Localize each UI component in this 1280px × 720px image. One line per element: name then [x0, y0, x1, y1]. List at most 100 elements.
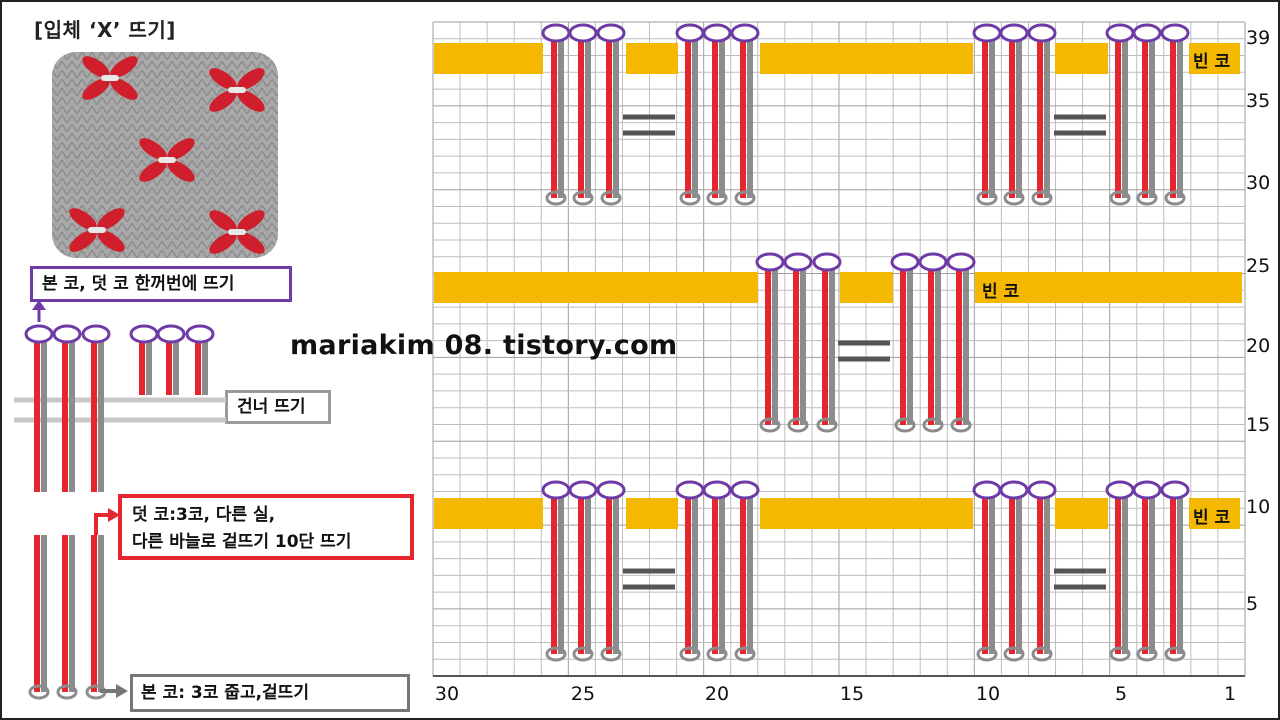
mini-stitch — [156, 324, 186, 395]
top-loop-purple — [1105, 480, 1135, 500]
top-loop-purple — [541, 480, 571, 500]
top-loop-purple — [1027, 480, 1057, 500]
knit-sample-photo — [52, 52, 278, 258]
top-loop-purple — [918, 252, 948, 272]
callout-extra-line2: 다른 바늘로 겉뜨기 10단 뜨기 — [132, 532, 352, 552]
row-label: 20 — [1246, 335, 1271, 357]
empty-stitch-label: 빈 코 — [1193, 52, 1231, 72]
column-label: 5 — [1114, 683, 1128, 705]
arrow-right-icon — [100, 684, 128, 698]
extra-stitch — [1105, 23, 1135, 206]
empty-stitch-bar — [626, 43, 678, 74]
top-loop-purple — [156, 324, 186, 344]
extra-stitch — [541, 23, 571, 206]
equals-icon — [623, 114, 675, 136]
top-loop-purple — [1132, 23, 1162, 43]
extra-stitch — [755, 252, 785, 433]
mini-stitch — [85, 535, 107, 700]
left-top-group — [14, 397, 226, 423]
extra-stitch — [918, 252, 948, 433]
top-loop-purple — [52, 324, 82, 344]
bottom-loop — [679, 646, 701, 662]
extra-stitch — [972, 23, 1002, 206]
extra-stitch — [812, 252, 842, 433]
empty-stitch-bar — [840, 272, 893, 303]
callout-extra-stitches: 덧 코:3코, 다른 실, 다른 바늘로 겉뜨기 10단 뜨기 — [118, 494, 414, 560]
extra-stitch — [1160, 23, 1190, 206]
extra-stitch — [702, 480, 732, 662]
row-label: 5 — [1246, 593, 1259, 615]
column-label: 30 — [434, 683, 460, 705]
empty-stitch-bars — [434, 43, 1242, 529]
bottom-loop — [950, 417, 972, 433]
column-label: 20 — [704, 683, 730, 705]
bottom-loop — [922, 417, 944, 433]
bottom-loop — [545, 190, 567, 206]
empty-stitch-bar — [1189, 43, 1240, 74]
top-loop-purple — [890, 252, 920, 272]
empty-stitch-label: 빈 코 — [1193, 508, 1231, 528]
top-loop-purple — [568, 480, 598, 500]
watermark: mariakim 08. tistory.com — [290, 330, 678, 361]
callout-knit-together: 본 코, 덧 코 한꺼번에 뜨기 — [30, 266, 292, 302]
top-loop-purple — [185, 324, 215, 344]
extra-stitch — [972, 480, 1002, 662]
row-label: 35 — [1246, 90, 1271, 112]
bottom-loop — [976, 646, 998, 662]
bottom-loop — [976, 190, 998, 206]
row-label: 25 — [1246, 255, 1271, 277]
bottom-loop — [1031, 646, 1053, 662]
extra-stitch — [1027, 23, 1057, 206]
top-loop-purple — [675, 480, 705, 500]
extra-stitch — [999, 480, 1029, 662]
top-loop-purple — [1160, 23, 1190, 43]
top-loop-purple — [24, 324, 54, 344]
bottom-loop — [706, 646, 728, 662]
empty-stitch-bar — [975, 272, 1242, 303]
extra-stitch — [568, 480, 598, 662]
equals-icon — [1054, 114, 1106, 136]
top-loop-purple — [702, 23, 732, 43]
top-loop-purple — [730, 23, 760, 43]
mini-stitch — [28, 535, 50, 700]
extra-stitch — [675, 23, 705, 206]
callout-extra-line1: 덧 코:3코, 다른 실, — [132, 505, 276, 525]
row-label: 39 — [1246, 27, 1271, 49]
stitch-columns — [541, 23, 1190, 662]
left-stitches — [24, 324, 215, 700]
empty-stitch-bar — [434, 498, 543, 529]
extra-stitch — [783, 252, 813, 433]
column-label: 15 — [839, 683, 865, 705]
row-label: 10 — [1246, 496, 1271, 518]
bottom-loop — [734, 646, 756, 662]
empty-stitch-bar — [1055, 498, 1108, 529]
extra-stitch — [1132, 23, 1162, 206]
top-loop-purple — [702, 480, 732, 500]
bottom-loop — [1136, 190, 1158, 206]
extra-stitch — [730, 480, 760, 662]
bottom-loop — [1164, 190, 1186, 206]
top-loop-purple — [999, 480, 1029, 500]
row-label: 30 — [1246, 172, 1271, 194]
empty-stitch-bar — [434, 272, 758, 303]
bottom-loop — [572, 646, 594, 662]
column-label: 1 — [1223, 683, 1237, 705]
bottom-loop — [1109, 646, 1131, 662]
bottom-loop — [1003, 190, 1025, 206]
top-loop-purple — [1027, 23, 1057, 43]
top-loop-purple — [81, 324, 111, 344]
extra-stitch — [890, 252, 920, 433]
mini-stitch — [129, 324, 159, 395]
top-loop-purple — [1105, 23, 1135, 43]
extra-stitch — [730, 23, 760, 206]
extra-stitch — [702, 23, 732, 206]
top-loop-purple — [972, 23, 1002, 43]
top-loop-purple — [946, 252, 976, 272]
top-loop-purple — [812, 252, 842, 272]
arrow-right-icon — [94, 508, 120, 535]
empty-stitch-bar — [1189, 498, 1240, 529]
extra-stitch — [946, 252, 976, 433]
bottom-loop — [679, 190, 701, 206]
row-label: 15 — [1246, 414, 1271, 436]
